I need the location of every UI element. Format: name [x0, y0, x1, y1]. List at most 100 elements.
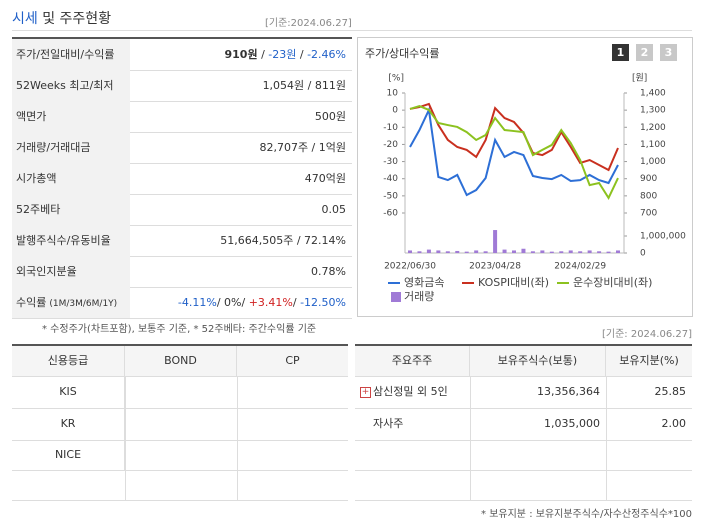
volume-bar	[512, 250, 516, 253]
note: * 수정주가(차트포함), 보통주 기준, * 52주베타: 주간수익률 기준	[42, 324, 317, 335]
header-bg	[12, 346, 348, 376]
header-cell: 주요주주	[355, 346, 470, 376]
y-tick-label: 10	[387, 89, 399, 99]
chart-tab[interactable]: 1	[612, 44, 629, 61]
header-cell: 신용등급	[12, 346, 125, 376]
row-line	[12, 500, 348, 501]
volume-tick-label: 1,000,000	[640, 232, 686, 242]
chart-panel	[357, 37, 693, 317]
label-text: 수익률	[16, 296, 47, 309]
volume-bar	[606, 251, 611, 253]
summary-row: 외국인지분율 0.78%	[12, 256, 352, 288]
header-cell: BOND	[125, 346, 237, 376]
y-tick-label: -50	[383, 191, 398, 201]
value-part: /	[241, 296, 249, 309]
series-line	[409, 102, 619, 172]
label-text: 52Weeks 최고/최저	[16, 79, 114, 92]
value-part: 0.05	[321, 203, 347, 216]
col-line	[237, 376, 238, 500]
row-value: 470억원	[305, 163, 346, 194]
summary-row: 시가총액 470억원	[12, 163, 352, 195]
row-label: 수익률 (1M/3M/6M/1Y)	[12, 287, 130, 318]
row-line	[12, 440, 348, 441]
series-line	[409, 104, 619, 200]
value-part: 0%	[224, 296, 242, 309]
volume-bar	[445, 251, 450, 253]
value-part: -12.50%	[300, 296, 346, 309]
volume-bar	[616, 250, 620, 253]
volume-bar	[568, 250, 573, 253]
label-text: 주가/전일대비/수익률	[16, 48, 115, 61]
row-line	[12, 408, 348, 409]
row-value: 0.78%	[311, 256, 346, 287]
row-label: 거래량/거래대금	[12, 132, 130, 163]
y-tick-label: -30	[383, 157, 398, 167]
holder-name: 삼신정밀 외 5인	[373, 385, 448, 398]
row-value: 910원 / -23원 / -2.46%	[224, 39, 346, 70]
legend-label: KOSPI대비(좌)	[478, 276, 549, 289]
row-label: 52주베타	[12, 194, 130, 225]
row-value: 82,707주 / 1억원	[259, 132, 346, 163]
value-part: /	[292, 296, 301, 309]
x-tick-label: 2022/06/30	[384, 262, 436, 272]
row-line	[355, 440, 692, 441]
y2-tick-label: 1,100	[640, 140, 666, 150]
volume-bar	[502, 249, 507, 253]
volume-bar	[464, 251, 469, 253]
row-label: 발행주식수/유동비율	[12, 225, 130, 256]
holder-pct: 25.85	[654, 385, 687, 398]
footnote: * 보유지분 : 보유지분주식수/자수산정주식수*100	[481, 509, 692, 520]
label-text: 외국인지분율	[16, 265, 77, 278]
row-value: 51,664,505주 / 72.14%	[220, 225, 346, 256]
row-value: 1,054원 / 811원	[263, 70, 346, 101]
row-line	[12, 376, 348, 377]
value-part: 82,707주 / 1억원	[259, 141, 346, 154]
label-text: 52주베타	[16, 203, 61, 216]
chart-tab[interactable]: 2	[636, 44, 653, 61]
holder-shares: 1,035,000	[544, 417, 600, 430]
row-line	[12, 470, 348, 471]
summary-row: 발행주식수/유동비율 51,664,505주 / 72.14%	[12, 225, 352, 257]
row-line	[355, 408, 692, 409]
label-text: 거래량/거래대금	[16, 141, 91, 154]
chart: [%] [원] 10 0 -10 -20 -30 -40 -50 -60 1,400 1,300 1,2…	[383, 73, 686, 304]
expand-icon[interactable]: +	[360, 387, 371, 398]
y2-tick-label: 1,300	[640, 106, 666, 116]
value-part: /	[296, 48, 308, 61]
divider	[12, 30, 692, 31]
chart-tab[interactable]: 3	[660, 44, 677, 61]
series-line	[409, 106, 619, 197]
summary-row: 액면가 500원	[12, 101, 352, 133]
title-highlight: 시세	[12, 11, 38, 27]
y2-tick-label: 900	[640, 174, 657, 184]
volume-bar	[559, 251, 564, 253]
chart-panel-title: 주가/상대수익률	[365, 47, 440, 60]
table-top	[12, 37, 352, 39]
row-label: 외국인지분율	[12, 256, 130, 287]
row-value: 0.05	[322, 194, 347, 225]
value-part: -23원	[268, 48, 297, 61]
col-line	[125, 376, 126, 500]
rating-agency: KIS	[12, 377, 125, 408]
legend-label: 운수장비대비(좌)	[573, 276, 652, 289]
value-part: /	[216, 296, 225, 309]
y-tick-label: -40	[383, 174, 398, 184]
row-value: 500원	[315, 101, 346, 132]
volume-bar	[578, 251, 583, 253]
summary-row: 주가/전일대비/수익률 910원 / -23원 / -2.46%	[12, 39, 352, 71]
row-label: 주가/전일대비/수익률	[12, 39, 130, 70]
sublabel: (1M/3M/6M/1Y)	[49, 299, 118, 309]
summary-row: 52Weeks 최고/최저 1,054원 / 811원	[12, 70, 352, 102]
row-line	[355, 376, 692, 377]
volume-bar	[455, 250, 460, 253]
date: [기준:2024.06.27]	[265, 18, 352, 29]
volume-bar	[436, 250, 441, 253]
y-tick-label: -60	[383, 209, 398, 219]
volume-bar	[540, 250, 545, 253]
header-cell: 보유지분(%)	[619, 354, 679, 367]
table-top	[355, 344, 692, 346]
value-part: 1,054원 / 811원	[262, 79, 346, 92]
row-label: 52Weeks 최고/최저	[12, 70, 130, 101]
row-label: 액면가	[12, 101, 130, 132]
